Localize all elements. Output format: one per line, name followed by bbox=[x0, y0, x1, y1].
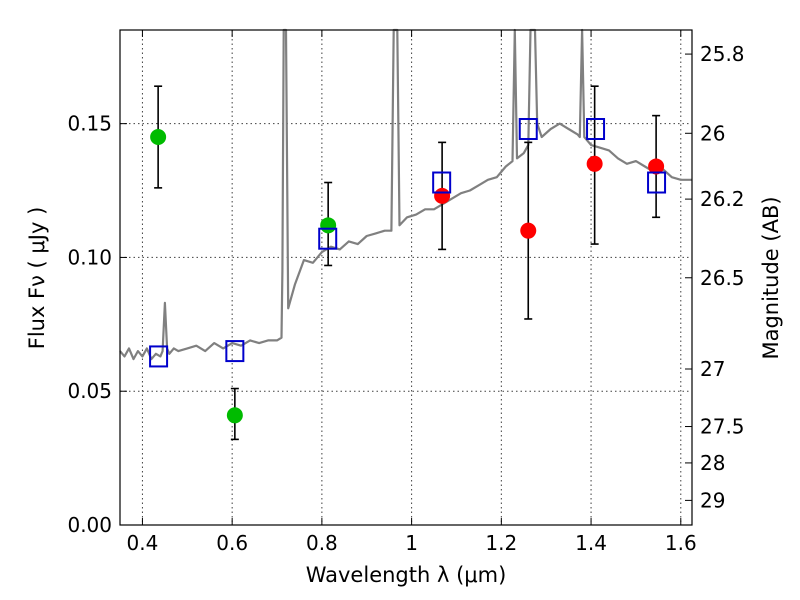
data-point bbox=[648, 158, 665, 175]
y2-tick-label: 26.2 bbox=[700, 187, 745, 211]
y-tick-label: 0.10 bbox=[67, 245, 112, 269]
x-tick-label: 1.6 bbox=[665, 531, 697, 555]
y-tick-label: 0.15 bbox=[67, 112, 112, 136]
data-point bbox=[434, 187, 451, 204]
x-tick-label: 1 bbox=[405, 531, 418, 555]
model-spectrum-line bbox=[119, 28, 692, 361]
y2-tick-label: 27.5 bbox=[700, 415, 745, 439]
model-point bbox=[647, 171, 667, 194]
x-tick-label: 0.8 bbox=[306, 531, 338, 555]
model-point bbox=[518, 118, 538, 140]
y2-axis-ticks: 25.8 26 26.2 26.5 27 27.5 28 29 bbox=[685, 42, 745, 512]
y2-tick-label: 28 bbox=[700, 451, 725, 475]
data-point bbox=[320, 217, 337, 234]
marker-layer bbox=[149, 118, 667, 424]
y2-tick-label: 25.8 bbox=[700, 42, 745, 66]
grid-layer bbox=[120, 30, 692, 525]
data-point bbox=[150, 129, 167, 146]
x-tick-label: 0.4 bbox=[127, 531, 159, 555]
y2-tick-label: 29 bbox=[700, 488, 725, 512]
data-point bbox=[586, 155, 603, 172]
x-tick-label: 0.6 bbox=[216, 531, 248, 555]
y2-tick-label: 27 bbox=[700, 357, 725, 381]
data-point bbox=[520, 222, 537, 239]
y-axis-ticks: 0.00 0.05 0.10 0.15 bbox=[67, 112, 127, 537]
error-bar-layer bbox=[154, 85, 661, 441]
model-point bbox=[586, 118, 606, 140]
y-tick-label: 0.05 bbox=[67, 379, 112, 403]
data-point bbox=[226, 407, 243, 424]
x-tick-label: 1.4 bbox=[575, 531, 607, 555]
model-point bbox=[225, 340, 245, 363]
x-axis-ticks: 0.4 0.6 0.8 1 1.2 1.4 1.6 bbox=[127, 30, 697, 555]
model-point bbox=[318, 227, 338, 250]
model-point bbox=[432, 171, 452, 194]
y2-axis-title: Magnitude (AB) bbox=[759, 196, 783, 359]
y-tick-label: 0.00 bbox=[67, 513, 112, 537]
y2-tick-label: 26 bbox=[700, 121, 725, 145]
model-point bbox=[149, 345, 169, 368]
model-spectrum-layer bbox=[119, 28, 692, 361]
y2-tick-label: 26.5 bbox=[700, 266, 745, 290]
x-axis-title: Wavelength λ (μm) bbox=[306, 563, 507, 587]
plot-frame bbox=[119, 29, 693, 526]
y-axis-title: Flux Fν ( μJy ) bbox=[25, 207, 49, 350]
x-tick-label: 1.2 bbox=[485, 531, 517, 555]
